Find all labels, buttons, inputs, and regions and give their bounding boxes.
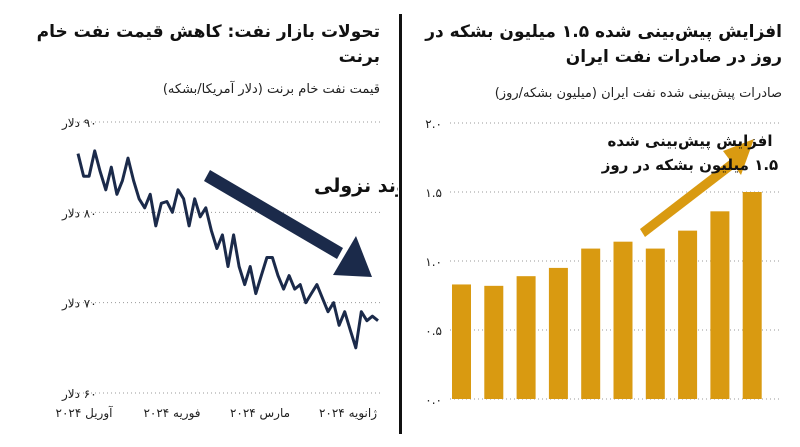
downward-trend-arrow <box>204 170 372 277</box>
y-tick-label: ۷۰ دلار <box>61 297 97 312</box>
panel-divider <box>399 14 402 434</box>
y-tick-label: ۹۰ دلار <box>61 116 97 131</box>
iran-exports-bar-chart: ۰.۰ ۰.۵ ۱.۰ ۱.۵ ۲.۰ افزایش پیش‌بینی شده ۱.۵ … <box>425 117 780 407</box>
right-chart-subtitle: صادرات پیش‌بینی شده نفت ایران (میلیون بش… <box>494 86 782 101</box>
x-tick-label: مارس ۲۰۲۴ <box>230 406 290 421</box>
increase-label-line2: ۱.۵ میلیون بشکه در روز <box>601 156 778 174</box>
left-chart-subtitle: قیمت نفت خام برنت (دلار آمریکا/بشکه) <box>162 82 380 97</box>
left-panel: تحولات بازار نفت: کاهش قیمت نفت خام برنت… <box>0 0 398 447</box>
downtrend-label: روند نزولی <box>314 175 398 197</box>
y-tick-label: ۲.۰ <box>425 117 442 131</box>
export-bar <box>548 267 568 399</box>
y-tick-label: ۸۰ دلار <box>61 206 97 221</box>
increase-label-line1: افزایش پیش‌بینی شده <box>608 132 773 151</box>
y-tick-label: ۶۰ دلار <box>61 387 97 402</box>
x-tick-label: فوریه ۲۰۲۴ <box>143 406 200 421</box>
export-bar <box>452 284 471 399</box>
x-tick-label: ژانویه ۲۰۲۴ <box>319 406 377 421</box>
export-bar <box>516 276 536 399</box>
y-tick-label: ۱.۰ <box>425 255 442 269</box>
export-bar <box>742 192 762 399</box>
y-tick-label: ۰.۵ <box>425 324 442 338</box>
brent-price-series-line <box>76 149 379 350</box>
y-tick-label: ۰.۰ <box>425 393 442 407</box>
export-bar <box>678 230 698 399</box>
upward-trend-arrow <box>640 139 754 237</box>
left-chart-title: تحولات بازار نفت: کاهش قیمت نفت خام برنت <box>36 22 380 67</box>
brent-price-line-chart: ۶۰ دلار ۷۰ دلار ۸۰ دلار ۹۰ دلار آوریل ۲۰۲۴ ف… <box>56 116 398 421</box>
right-chart-title: افزایش پیش‌بینی شده ۱.۵ میلیون بشکه در ر… <box>425 22 782 67</box>
export-bar <box>645 248 665 399</box>
export-bar <box>581 248 601 399</box>
right-panel: افزایش پیش‌بینی شده ۱.۵ میلیون بشکه در ر… <box>404 0 800 447</box>
x-tick-label: آوریل ۲۰۲۴ <box>56 405 114 421</box>
export-bar <box>613 241 633 399</box>
y-tick-label: ۱.۵ <box>425 186 442 200</box>
export-bar <box>484 285 504 399</box>
export-bar <box>710 211 730 399</box>
